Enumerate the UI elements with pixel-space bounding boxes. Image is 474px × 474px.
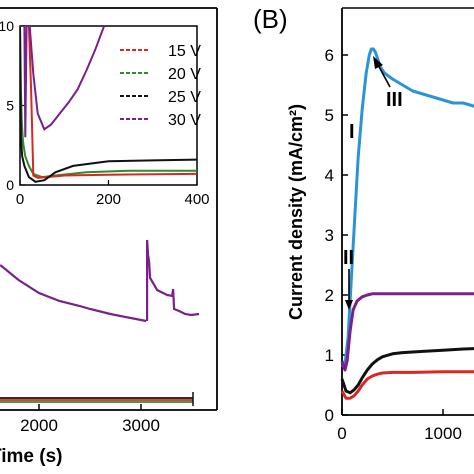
annotation-iii-arrowhead [373,56,383,69]
inset-series-line-30v [20,26,106,138]
annotation-i: I [349,121,355,143]
inset-legend: 15 V 20 V 25 V 30 V [120,43,201,129]
panel-a-spike [146,239,200,321]
inset-y-tick-label: 5 [6,98,14,114]
panel-b-y-tick-label: 6 [325,46,334,65]
panel-b: (B) 0 1 2 3 4 5 6 0 1000 Current density (mA/cm²… [253,4,474,443]
panel-b-y-tick-label: 1 [325,346,334,365]
panel-a: 2000 3000 Time (s) [0,7,218,467]
panel-b-y-tick-label: 2 [325,286,334,305]
panel-b-x-tick-label: 0 [337,424,346,443]
inset-y-tick-label: 10 [0,18,14,34]
panel-a-series-line-30v [0,264,147,323]
legend-label: 30 V [168,112,201,129]
panel-b-series-group [340,47,474,400]
panel-b-y-tick-label: 5 [325,106,334,125]
panel-b-y-tick-label: 3 [325,226,334,245]
inset-x-tick-label: 0 [16,191,24,208]
panel-b-y-tick-label: 4 [325,166,334,185]
panel-a-series-group [0,239,200,406]
panel-b-series-line-3 [340,370,474,400]
legend-label: 20 V [168,66,201,83]
annotation-ii: II [343,247,354,269]
inset-series-line-20v [20,26,197,179]
panel-b-y-axis-label: Current density (mA/cm²) [286,104,306,320]
inset-series-group [20,26,197,183]
panel-a-x-tick-label: 2000 [20,416,58,435]
panel-b-label: (B) [253,4,288,34]
panel-b-x-tick-label: 1000 [424,424,462,443]
panel-b-ticks: 0 1 2 3 4 5 6 0 1000 [325,46,462,443]
inset-series-line-15v [20,26,197,179]
panel-a-x-axis-label: Time (s) [0,446,63,467]
legend-label: 25 V [168,89,201,106]
panel-a-x-tick-label: 3000 [122,416,160,435]
panel-a-ticks [38,404,142,410]
panel-b-y-tick-label: 0 [325,406,334,425]
panel-b-series-line-0 [340,47,474,369]
inset-x-tick-label: 400 [184,191,209,208]
legend-label: 15 V [168,43,201,60]
panel-a-inset: 0 200 400 0 5 10 15 V 20 V 25 V 30 V [0,18,210,208]
inset-ticks: 0 200 400 0 5 10 [0,18,210,208]
panel-b-series-line-2 [340,347,474,395]
inset-y-tick-label: 0 [6,177,14,193]
annotation-ii-arrowhead [345,300,353,310]
inset-x-tick-label: 200 [96,191,121,208]
annotation-iii-arrow [376,62,391,88]
inset-frame [19,25,198,186]
annotation-iii: III [386,89,403,111]
inset-series-line-25v [20,26,197,183]
panel-b-series-line-1 [340,292,474,372]
